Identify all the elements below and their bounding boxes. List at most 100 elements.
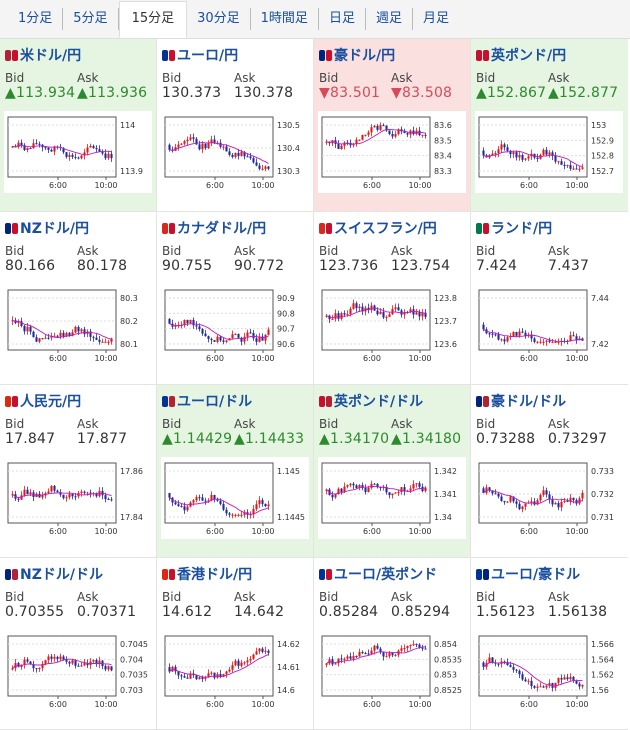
candlestick-chart[interactable]: 80.3 80.2 80.1 6:00 10:00 bbox=[4, 284, 152, 366]
pair-link[interactable]: ランド/円 bbox=[476, 218, 552, 238]
candle-body bbox=[107, 666, 110, 670]
ask-label: Ask bbox=[77, 71, 99, 85]
tab-1[interactable]: 1分足 bbox=[8, 8, 64, 30]
tab-4[interactable]: 30分足 bbox=[187, 8, 251, 30]
x-tick-label: 10:00 bbox=[408, 354, 431, 363]
pair-name: 英ポンド/円 bbox=[491, 48, 567, 64]
tab-6[interactable]: 日足 bbox=[319, 8, 366, 30]
candlestick-chart[interactable]: 153 152.9 152.8 152.7 6:00 10:00 bbox=[475, 111, 623, 193]
ask-label: Ask bbox=[391, 590, 413, 604]
candlestick-chart[interactable]: 1.342 1.341 1.34 6:00 10:00 bbox=[318, 457, 466, 539]
pair-cell[interactable]: カナダドル/円 Bid Ask 90.755 90.772 90.9 90.8 90.7 90.… bbox=[157, 212, 314, 385]
x-tick-label: 6:00 bbox=[363, 700, 381, 709]
pair-link[interactable]: スイスフラン/円 bbox=[319, 218, 437, 238]
x-tick-label: 6:00 bbox=[363, 354, 381, 363]
flag-icon bbox=[5, 49, 18, 61]
pair-cell[interactable]: ユーロ/英ポンド Bid Ask 0.85284 0.85294 0.854 0.8535 0… bbox=[314, 558, 471, 730]
candlestick-chart[interactable]: 83.6 83.5 83.4 83.3 6:00 10:00 bbox=[318, 111, 466, 193]
candle-body bbox=[246, 332, 249, 337]
candle-body bbox=[86, 147, 89, 153]
tab-2[interactable]: 5分足 bbox=[63, 8, 119, 30]
pair-link[interactable]: 香港ドル/円 bbox=[162, 564, 252, 584]
pair-link[interactable]: 豪ドル/ドル bbox=[476, 391, 566, 411]
bid-label: Bid bbox=[162, 244, 182, 258]
candle-body bbox=[385, 487, 388, 493]
y-tick-label: 0.854 bbox=[434, 640, 457, 649]
pair-cell[interactable]: NZドル/円 Bid Ask 80.166 80.178 80.3 80.2 80.1 6:00… bbox=[0, 212, 157, 385]
pair-link[interactable]: 英ポンド/ドル bbox=[319, 391, 423, 411]
candle-body bbox=[246, 660, 249, 663]
pair-cell[interactable]: スイスフラン/円 Bid Ask 123.736 123.754 123.8 123.7 12… bbox=[314, 212, 471, 385]
candle-body bbox=[11, 320, 14, 322]
plot-frame bbox=[164, 462, 274, 524]
candle-body bbox=[548, 494, 551, 500]
pair-cell[interactable]: 米ドル/円 Bid Ask ▲113.934 ▲113.936 114 113.9 6:00 1… bbox=[0, 39, 157, 212]
candle-body bbox=[373, 645, 376, 651]
pair-link[interactable]: ユーロ/英ポンド bbox=[319, 564, 437, 584]
candle-body bbox=[506, 147, 509, 151]
pair-link[interactable]: 豪ドル/円 bbox=[319, 45, 395, 65]
pair-cell[interactable]: 英ポンド/円 Bid Ask ▲152.867 ▲152.877 153 152.9 152.… bbox=[471, 39, 628, 212]
y-tick-label: 7.42 bbox=[591, 340, 609, 349]
pair-name: カナダドル/円 bbox=[177, 221, 267, 237]
candle-body bbox=[107, 499, 110, 501]
pair-link[interactable]: ユーロ/円 bbox=[162, 45, 238, 65]
pair-link[interactable]: NZドル/円 bbox=[5, 218, 89, 238]
candlestick-chart[interactable]: 14.62 14.61 14.6 6:00 10:00 bbox=[161, 630, 309, 712]
candlestick-chart[interactable]: 0.733 0.732 0.731 6:00 10:00 bbox=[475, 457, 623, 539]
candle-body bbox=[177, 504, 180, 507]
candlestick-chart[interactable]: 114 113.9 6:00 10:00 bbox=[4, 111, 152, 193]
candlestick-chart[interactable]: 1.145 1.1445 6:00 10:00 bbox=[161, 457, 309, 539]
candle-body bbox=[62, 148, 65, 153]
pair-cell[interactable]: 香港ドル/円 Bid Ask 14.612 14.642 14.62 14.61 14.6 6:… bbox=[157, 558, 314, 730]
pair-cell[interactable]: ランド/円 Bid Ask 7.424 7.437 7.44 7.42 6:00 10:00 bbox=[471, 212, 628, 385]
pair-cell[interactable]: 豪ドル/円 Bid Ask ▼83.501 ▼83.508 83.6 83.5 83.4 83.… bbox=[314, 39, 471, 212]
candlestick-chart[interactable]: 0.7045 0.704 0.7035 0.703 6:00 10:00 bbox=[4, 630, 152, 712]
pair-link[interactable]: ユーロ/豪ドル bbox=[476, 564, 580, 584]
candlestick-chart[interactable]: 7.44 7.42 6:00 10:00 bbox=[475, 284, 623, 366]
candlestick-chart[interactable]: 123.8 123.7 123.6 6:00 10:00 bbox=[318, 284, 466, 366]
candle-body bbox=[23, 325, 26, 332]
pair-link[interactable]: カナダドル/円 bbox=[162, 218, 266, 238]
candle-body bbox=[95, 147, 98, 150]
pair-link[interactable]: ユーロ/ドル bbox=[162, 391, 252, 411]
tab-7[interactable]: 週足 bbox=[366, 8, 413, 30]
candlestick-chart[interactable]: 1.566 1.564 1.562 1.56 6:00 10:00 bbox=[475, 630, 623, 712]
candle-body bbox=[201, 143, 204, 150]
candle-body bbox=[53, 146, 56, 152]
pair-cell[interactable]: ユーロ/ドル Bid Ask ▲1.14429 ▲1.14433 1.145 1.1445 6… bbox=[157, 385, 314, 558]
candle-body bbox=[237, 333, 240, 338]
pair-link[interactable]: 米ドル/円 bbox=[5, 45, 81, 65]
pair-cell[interactable]: NZドル/ドル Bid Ask 0.70355 0.70371 0.7045 0.704 0.… bbox=[0, 558, 157, 730]
x-tick-label: 10:00 bbox=[408, 700, 431, 709]
tab-3[interactable]: 15分足 bbox=[118, 1, 188, 38]
candle-body bbox=[539, 341, 542, 343]
candle-body bbox=[325, 141, 328, 143]
pair-link[interactable]: 人民元/円 bbox=[5, 391, 81, 411]
pair-link[interactable]: NZドル/ドル bbox=[5, 564, 103, 584]
pair-cell[interactable]: 豪ドル/ドル Bid Ask 0.73288 0.73297 0.733 0.732 0.73… bbox=[471, 385, 628, 558]
candle-body bbox=[192, 500, 195, 503]
ask-label: Ask bbox=[234, 71, 256, 85]
y-tick-label: 0.732 bbox=[591, 490, 614, 499]
candlestick-chart[interactable]: 90.9 90.8 90.7 90.6 6:00 10:00 bbox=[161, 284, 309, 366]
candlestick-chart[interactable]: 17.86 17.84 6:00 10:00 bbox=[4, 457, 152, 539]
pair-cell[interactable]: 人民元/円 Bid Ask 17.847 17.877 17.86 17.84 6:00 10:… bbox=[0, 385, 157, 558]
candle-body bbox=[261, 648, 264, 652]
x-tick-label: 10:00 bbox=[94, 354, 117, 363]
pair-cell[interactable]: ユーロ/円 Bid Ask 130.373 130.378 130.5 130.4 130.3… bbox=[157, 39, 314, 212]
candle-body bbox=[545, 340, 548, 342]
pair-link[interactable]: 英ポンド/円 bbox=[476, 45, 566, 65]
candlestick-chart[interactable]: 0.854 0.8535 0.853 0.8525 6:00 10:00 bbox=[318, 630, 466, 712]
candle-body bbox=[370, 650, 373, 655]
pair-cell[interactable]: 英ポンド/ドル Bid Ask ▲1.34170 ▲1.34180 1.342 1.341 1… bbox=[314, 385, 471, 558]
bid-value: ▼83.501 bbox=[319, 85, 381, 101]
candle-body bbox=[258, 500, 261, 505]
candle-body bbox=[225, 146, 228, 152]
tab-8[interactable]: 月足 bbox=[422, 11, 449, 26]
candle-body bbox=[343, 486, 346, 492]
pair-cell[interactable]: ユーロ/豪ドル Bid Ask 1.56123 1.56138 1.566 1.564 1.5… bbox=[471, 558, 628, 730]
tab-5[interactable]: 1時間足 bbox=[251, 8, 319, 30]
candlestick-chart[interactable]: 130.5 130.4 130.3 6:00 10:00 bbox=[161, 111, 309, 193]
candle-body bbox=[575, 680, 578, 684]
